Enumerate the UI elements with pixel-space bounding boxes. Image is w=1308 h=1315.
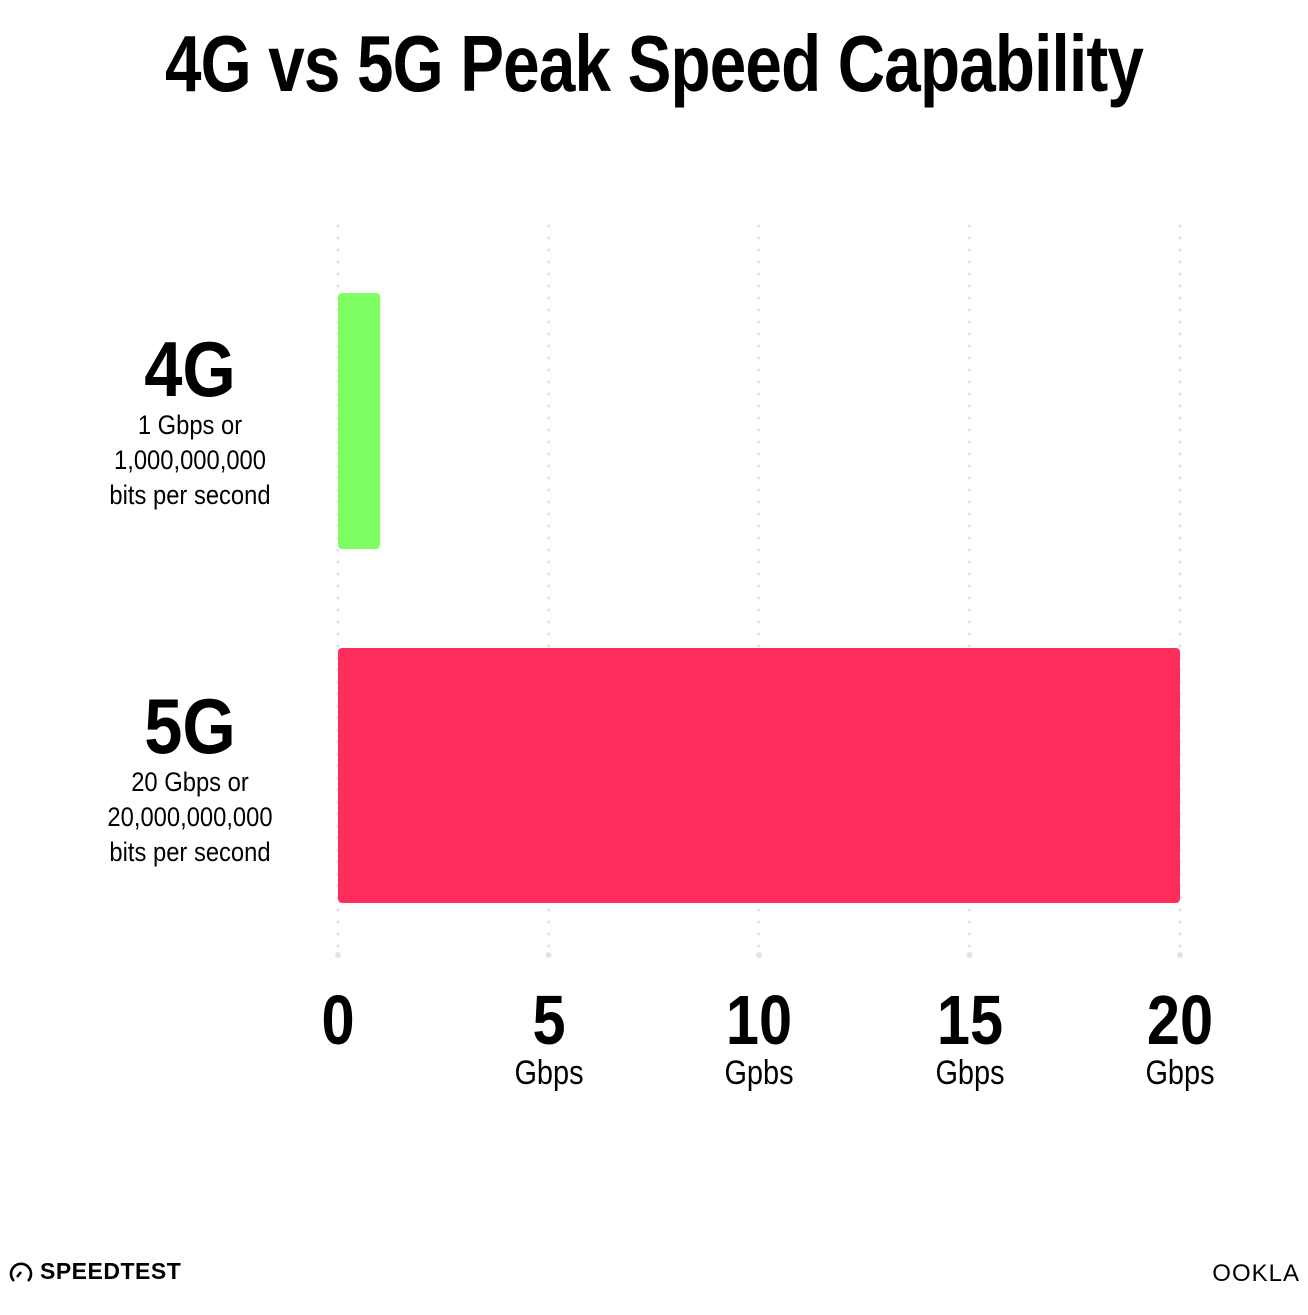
x-tick-label: 5 Gbps [481,985,617,1091]
tick-value: 20 [1146,981,1214,1059]
category-name: 4G [144,325,236,413]
speedtest-wordmark: SPEEDTEST [40,1258,182,1284]
tick-unit: Gbps [1145,1054,1215,1092]
category-name: 5G [144,682,236,770]
tick-mark [545,952,552,958]
category-sublabel: 1,000,000,000 [114,445,266,475]
category-sublabel: 1 Gbps or [137,410,243,440]
chart-title: 4G vs 5G Peak Speed Capability [164,19,1144,108]
speedometer-icon [9,1262,33,1282]
category-sublabel: 20 Gbps or [131,767,249,797]
bar-5g [338,648,1180,903]
category-sublabel: 20,000,000,000 [107,802,273,832]
x-tick-label: 0 [270,985,406,1055]
x-tick-label: 10 Gpbs [691,985,827,1091]
tick-mark [966,952,973,958]
speedtest-logo: SPEEDTEST [8,1258,181,1285]
bar-4g [338,293,381,549]
category-label-4g: 4G 1 Gbps or 1,000,000,000 bits per seco… [84,330,295,513]
tick-unit: Gbps [513,1054,584,1092]
category-label-5g: 5G 20 Gbps or 20,000,000,000 bits per se… [84,687,295,870]
ookla-logo: OOKLA [1212,1260,1300,1287]
category-sublabel: bits per second [109,480,271,510]
tick-value: 5 [531,981,566,1059]
tick-value: 0 [321,981,355,1059]
tick-value: 10 [725,981,793,1059]
category-sublabel: bits per second [109,837,271,867]
x-tick-label: 15 Gbps [902,985,1038,1091]
tick-mark [756,952,762,958]
tick-mark [335,952,341,958]
tick-unit: Gbps [934,1054,1005,1092]
tick-unit: Gpbs [724,1054,794,1092]
x-tick-label: 20 Gbps [1112,985,1248,1091]
tick-mark [1177,952,1183,958]
tick-value: 15 [936,981,1003,1059]
